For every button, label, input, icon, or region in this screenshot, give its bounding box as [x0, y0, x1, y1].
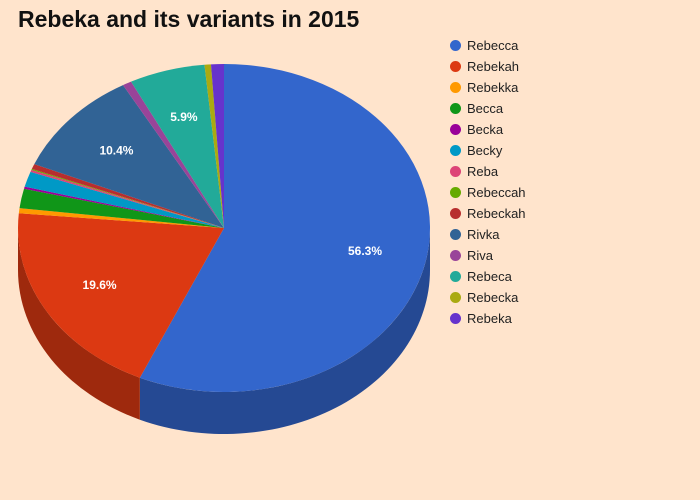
pie-slice-riva[interactable]	[122, 81, 224, 228]
legend-label: Rebekka	[467, 80, 519, 95]
legend-swatch	[450, 124, 461, 135]
legend-swatch	[450, 40, 461, 51]
pie-slice-reba[interactable]	[30, 169, 225, 228]
legend-label: Rebeca	[467, 269, 512, 284]
pie-label-rebekah: 19.6%	[83, 278, 117, 292]
legend-swatch	[450, 82, 461, 93]
pie-slice-rebecka[interactable]	[204, 64, 224, 229]
pie-slice-rebecca[interactable]	[139, 64, 431, 392]
legend-swatch	[450, 208, 461, 219]
legend-label: Rebekah	[467, 59, 520, 74]
legend-swatch	[450, 103, 461, 114]
legend-label: Becca	[467, 101, 504, 116]
legend-item-rebeca[interactable]: Rebeca	[450, 266, 526, 287]
pie-label-rebeca: 5.9%	[170, 110, 198, 124]
pie-slice-rivka[interactable]	[34, 85, 225, 228]
pie-side-walls	[18, 228, 431, 434]
legend-swatch	[450, 61, 461, 72]
pie-slice-rebeccah[interactable]	[31, 168, 225, 228]
legend-label: Riva	[467, 248, 494, 263]
pie-slice-rebeckah[interactable]	[31, 164, 224, 228]
pie-slice-becky[interactable]	[24, 171, 225, 228]
legend-swatch	[450, 250, 461, 261]
legend-item-rivka[interactable]: Rivka	[450, 224, 526, 245]
legend-swatch	[450, 292, 461, 303]
legend-swatch	[450, 271, 461, 282]
pie-slice-rebekka[interactable]	[18, 208, 225, 228]
chart-title: Rebeka and its variants in 2015	[18, 6, 360, 32]
legend-item-rebekah[interactable]: Rebekah	[450, 56, 526, 77]
legend-label: Becky	[467, 143, 503, 158]
legend-item-rebeccah[interactable]: Rebeccah	[450, 182, 526, 203]
legend-swatch	[450, 313, 461, 324]
legend-item-rebekka[interactable]: Rebekka	[450, 77, 526, 98]
legend-label: Rebecka	[467, 290, 519, 305]
legend-swatch	[450, 145, 461, 156]
pie-slices	[17, 64, 431, 392]
pie-side-rebecca	[139, 228, 431, 434]
pie-side-rebekah	[18, 228, 140, 420]
legend-item-rebecka[interactable]: Rebecka	[450, 287, 526, 308]
pie-label-rebecca: 56.3%	[348, 244, 382, 258]
legend-label: Rivka	[467, 227, 500, 242]
legend-swatch	[450, 187, 461, 198]
chart-legend: Rebecca Rebekah Rebekka Becca Becka Becky Reba…	[450, 35, 526, 329]
legend-label: Rebeccah	[467, 185, 526, 200]
pie-slice-becka[interactable]	[24, 186, 224, 228]
pie-slice-rebeka[interactable]	[210, 64, 224, 228]
legend-item-riva[interactable]: Riva	[450, 245, 526, 266]
legend-item-reba[interactable]: Reba	[450, 161, 526, 182]
legend-label: Rebecca	[467, 38, 519, 53]
pie-slice-rebeca[interactable]	[131, 64, 224, 228]
legend-label: Rebeka	[467, 311, 512, 326]
legend-item-rebecca[interactable]: Rebecca	[450, 35, 526, 56]
legend-item-becka[interactable]: Becka	[450, 119, 526, 140]
pie-label-rivka: 10.4%	[99, 144, 133, 158]
legend-item-becca[interactable]: Becca	[450, 98, 526, 119]
legend-item-rebeka[interactable]: Rebeka	[450, 308, 526, 329]
legend-label: Becka	[467, 122, 504, 137]
legend-swatch	[450, 229, 461, 240]
legend-swatch	[450, 166, 461, 177]
pie-data-labels: 56.3% 19.6% 10.4% 5.9%	[83, 110, 383, 292]
legend-label: Reba	[467, 164, 499, 179]
legend-item-rebeckah[interactable]: Rebeckah	[450, 203, 526, 224]
legend-item-becky[interactable]: Becky	[450, 140, 526, 161]
pie-slice-rebekah[interactable]	[17, 213, 224, 378]
legend-label: Rebeckah	[467, 206, 526, 221]
pie-slice-becca[interactable]	[19, 188, 224, 228]
